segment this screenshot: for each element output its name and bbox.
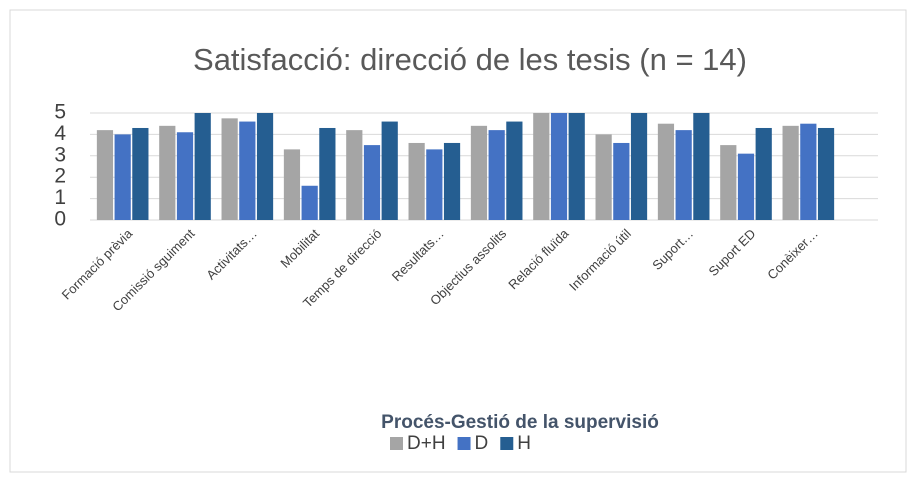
bar (319, 127, 336, 220)
bar (657, 123, 675, 220)
bar (408, 142, 425, 220)
bar (470, 125, 488, 220)
bar (737, 153, 755, 220)
y-tick-label: 0 (54, 208, 66, 231)
x-axis-title: Procés-Gestió de la supervisió (381, 412, 659, 433)
bar (568, 113, 585, 220)
bar (595, 134, 612, 220)
bar (550, 113, 568, 220)
bar (675, 130, 692, 220)
bar (720, 145, 737, 220)
bar (630, 113, 648, 220)
y-tick-label: 3 (54, 143, 66, 166)
bar (363, 145, 381, 220)
bar (800, 123, 817, 220)
bar (96, 130, 114, 220)
legend-label: D+H (407, 433, 446, 454)
bar (159, 125, 176, 220)
bar (176, 132, 194, 220)
bar (256, 113, 274, 220)
bar (283, 149, 301, 220)
y-tick-label: 4 (54, 122, 66, 145)
legend-swatch (457, 437, 471, 450)
y-tick-label: 5 (54, 101, 66, 124)
bar (613, 142, 630, 220)
bar (114, 134, 131, 220)
y-tick-label: 2 (54, 165, 66, 188)
bar (817, 127, 835, 220)
y-tick-label: 1 (54, 186, 66, 209)
chart-title: Satisfacció: direcció de les tesis (n = … (193, 42, 747, 77)
bar (381, 121, 398, 220)
bar (239, 121, 256, 220)
bar (506, 121, 523, 220)
bar (533, 113, 550, 220)
bar (194, 113, 211, 220)
legend-label: H (517, 433, 531, 454)
legend-swatch (390, 437, 403, 450)
bar (346, 130, 363, 220)
bar (693, 113, 710, 220)
legend-swatch (500, 437, 514, 450)
bar (301, 185, 318, 220)
bar (426, 149, 443, 220)
bar (132, 127, 149, 220)
chart-frame (9, 9, 907, 473)
legend-label: D (475, 433, 489, 454)
bar (488, 130, 505, 220)
bar (221, 118, 238, 220)
bar (755, 127, 772, 220)
bar (782, 125, 799, 220)
bar (443, 142, 461, 220)
